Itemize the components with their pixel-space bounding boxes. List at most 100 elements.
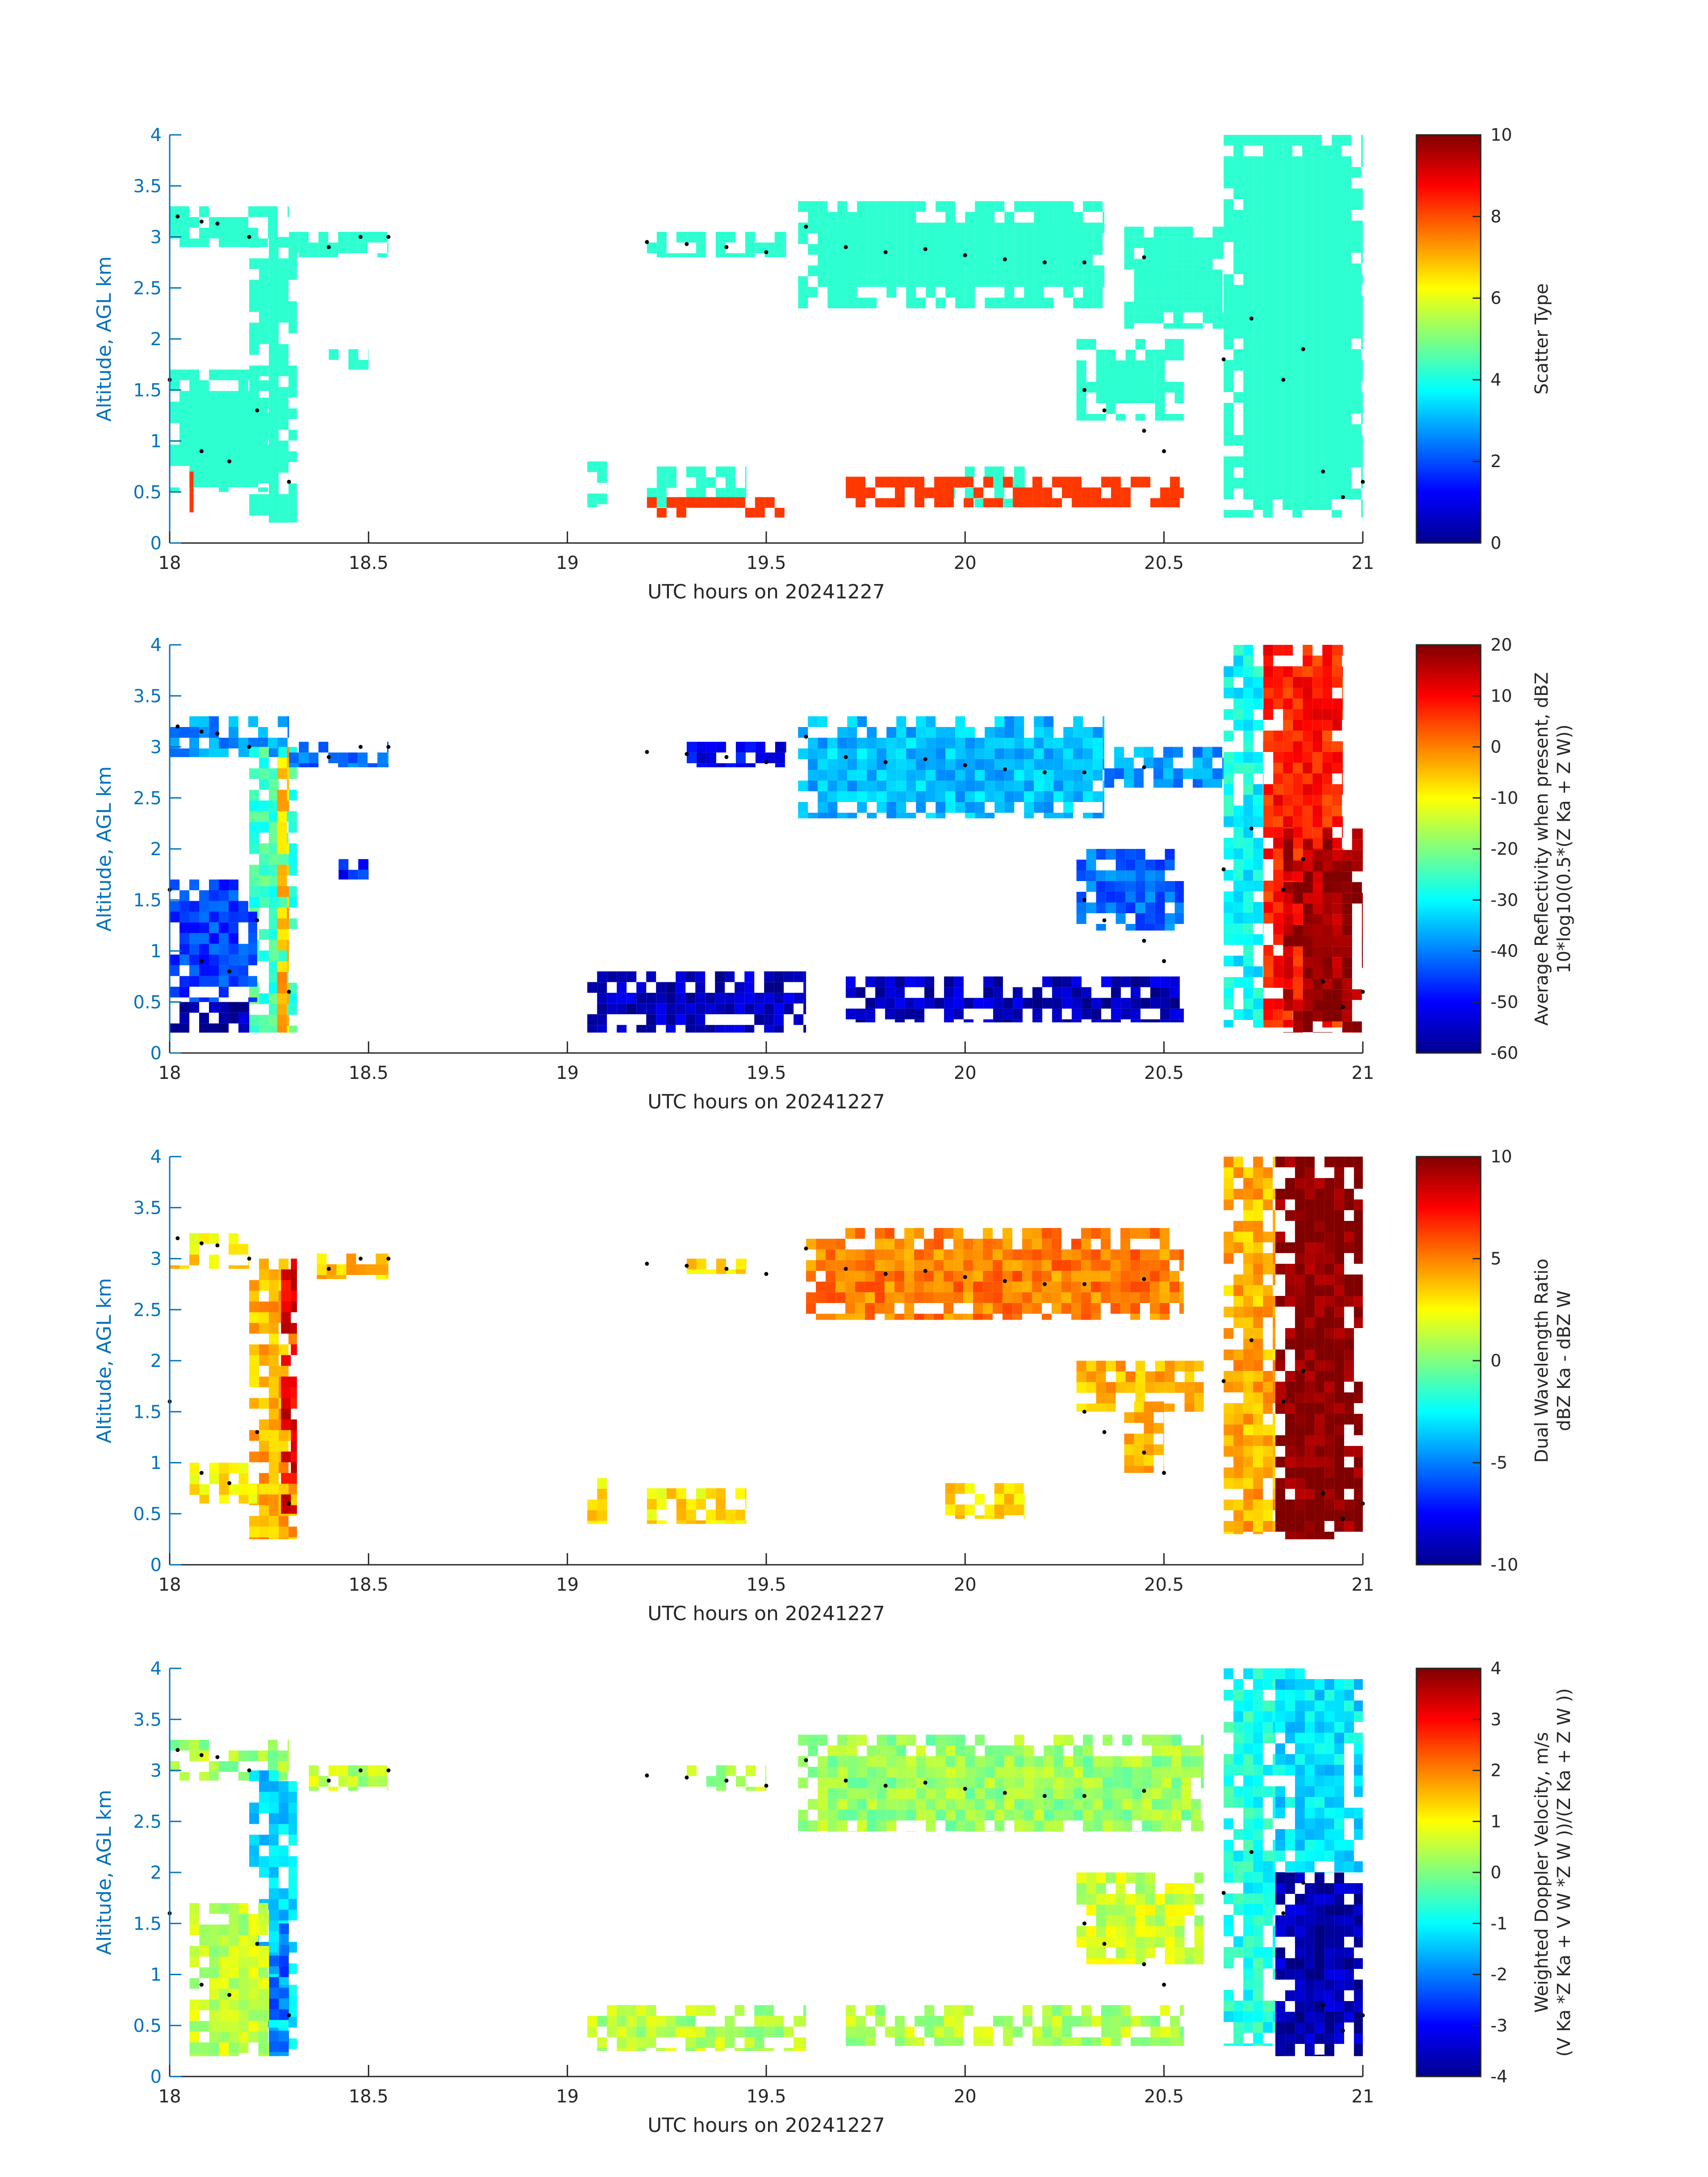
heat-cell [385, 1264, 388, 1275]
heat-cell [1342, 698, 1343, 709]
heat-cell [1014, 477, 1024, 488]
heat-cell [1170, 1019, 1180, 1023]
heat-cell [248, 434, 258, 445]
heat-cell [808, 738, 818, 748]
heat-cell [647, 1520, 657, 1524]
heat-cell [626, 1003, 637, 1015]
heat-cell [259, 1376, 269, 1387]
heat-cell [1243, 1489, 1253, 1500]
heat-cell [1194, 1915, 1204, 1926]
colorbar-gradient [1416, 644, 1482, 1054]
heat-cell [1224, 1958, 1234, 1968]
heat-cell [1193, 237, 1203, 248]
heat-cell [199, 1012, 209, 1024]
heat-cell [808, 1831, 818, 1832]
heat-cell [219, 890, 229, 901]
heat-cell [715, 1488, 726, 1499]
heat-cell [1344, 1157, 1354, 1167]
heat-cell [875, 998, 885, 1009]
heat-cell [1263, 221, 1273, 231]
heat-cell [1273, 870, 1283, 881]
heat-cell [1093, 1756, 1103, 1767]
heat-cell [1086, 870, 1096, 881]
heat-cell [259, 1269, 269, 1280]
heat-cell [1263, 360, 1273, 371]
heat-cell [1073, 727, 1083, 738]
heat-cell [775, 752, 785, 764]
heat-cell [1014, 1745, 1024, 1756]
heat-cell [277, 982, 287, 994]
heat-cell [785, 742, 786, 753]
heat-cell [706, 477, 716, 488]
heat-cell [1243, 1883, 1253, 1893]
heat-cell [1174, 1915, 1185, 1926]
heat-cell [1140, 476, 1151, 488]
heat-cell [209, 976, 219, 987]
heat-cell [1312, 435, 1322, 446]
layer-marker [844, 1266, 848, 1271]
heat-cell [676, 1499, 686, 1510]
heat-cell [945, 1504, 955, 1516]
heat-cell [1096, 1371, 1106, 1382]
heat-cell [1263, 1467, 1273, 1478]
heat-cell [199, 933, 209, 944]
heat-cell [277, 929, 287, 940]
heat-cell [837, 738, 848, 748]
heat-cell [1024, 1745, 1034, 1756]
heat-cell [845, 1313, 856, 1320]
heat-cell [258, 423, 268, 434]
heat-cell [249, 790, 259, 801]
heat-cell [1165, 924, 1175, 931]
heat-cell [983, 1303, 993, 1314]
heat-cell [279, 365, 289, 376]
heat-cell [1292, 296, 1303, 306]
layer-marker [724, 755, 729, 759]
heat-cell [1243, 731, 1253, 741]
heat-cell [1361, 317, 1363, 328]
heat-cell [1292, 489, 1303, 499]
x-tick-label: 20 [954, 553, 977, 573]
heat-cell [1354, 1382, 1363, 1392]
heat-cell [706, 752, 716, 764]
heat-cell [1253, 1232, 1263, 1242]
heat-cell [1134, 1466, 1144, 1473]
heat-cell [180, 922, 189, 933]
heat-cell [857, 276, 867, 287]
colorbar-tick-label: 0 [1491, 533, 1501, 553]
heat-cell [818, 1756, 828, 1767]
heat-cell [827, 265, 838, 276]
heat-cell [955, 255, 965, 266]
heat-cell [818, 1820, 828, 1831]
heat-cell [1014, 297, 1024, 309]
heat-cell [1303, 1000, 1313, 1011]
heat-cell [1034, 759, 1044, 770]
heat-cell [259, 854, 269, 865]
heat-cell [1096, 414, 1106, 421]
y-tick-label: 3.5 [133, 1198, 162, 1218]
heat-cell [774, 971, 784, 982]
heat-cell [1233, 763, 1244, 773]
heat-cell [1212, 280, 1223, 291]
heat-cell [915, 476, 925, 488]
heat-cell [926, 265, 936, 276]
heat-cell [1293, 966, 1303, 977]
heat-cell [1322, 850, 1332, 861]
heat-cell [1293, 731, 1303, 741]
heat-cell [1004, 255, 1015, 266]
heat-cell [896, 222, 906, 234]
heat-cell [1224, 156, 1234, 167]
heat-cell [1342, 968, 1352, 979]
heat-cell [847, 1799, 857, 1810]
heat-cell [288, 1985, 297, 1996]
heat-cell [1165, 414, 1175, 421]
heat-cell [955, 1756, 965, 1767]
heat-cell [1273, 966, 1283, 977]
heat-cell [1352, 828, 1362, 840]
heat-cell [1312, 167, 1322, 178]
heat-cell [914, 1249, 924, 1260]
x-tick-label: 19 [556, 553, 579, 573]
layer-marker [1142, 429, 1146, 433]
heat-cell [1302, 446, 1312, 456]
heat-cell [1122, 1734, 1132, 1746]
heat-cell [1292, 360, 1303, 371]
